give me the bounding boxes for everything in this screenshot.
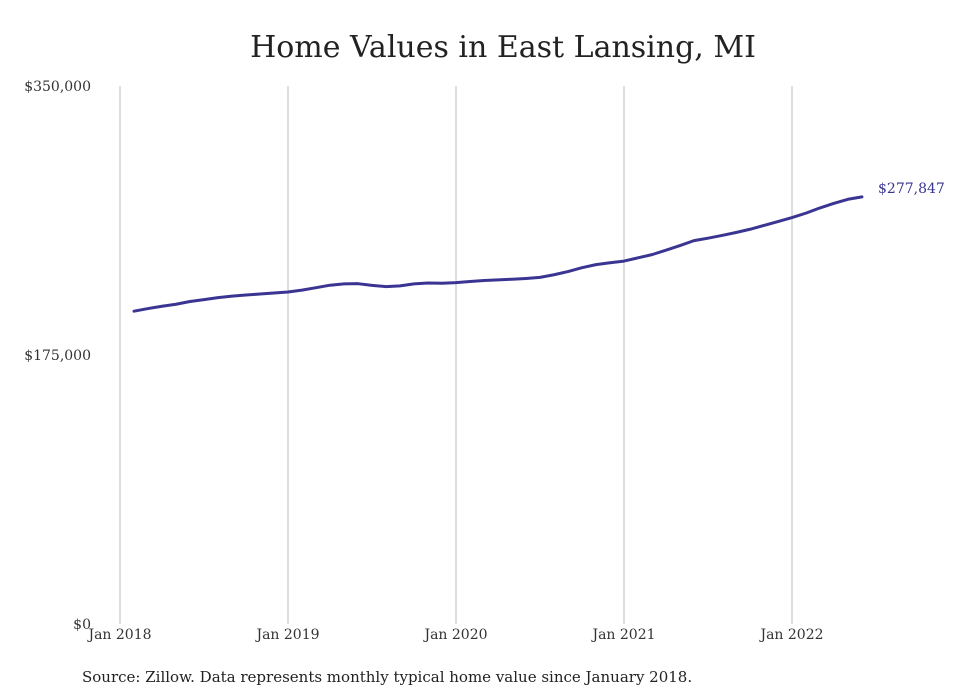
x-tick-label: Jan 2020 — [422, 627, 487, 643]
chart-title: Home Values in East Lansing, MI — [250, 30, 756, 65]
y-tick-label: $0 — [73, 617, 91, 633]
x-tick-label: Jan 2018 — [86, 627, 151, 643]
series-line — [132, 195, 864, 313]
gridlines — [119, 86, 793, 624]
x-axis: Jan 2018 Jan 2019 Jan 2020 Jan 2021 Jan 2022 — [86, 627, 823, 643]
x-tick-label: Jan 2022 — [758, 627, 823, 643]
y-tick-label: $350,000 — [24, 79, 91, 95]
y-tick-label: $175,000 — [24, 348, 91, 364]
x-tick-label: Jan 2019 — [254, 627, 319, 643]
y-axis: $0 $175,000 $350,000 — [24, 79, 91, 633]
x-tick-label: Jan 2021 — [590, 627, 655, 643]
source-note: Source: Zillow. Data represents monthly … — [82, 668, 693, 686]
end-value-label: $277,847 — [878, 181, 945, 197]
series-layer: $277,847 — [132, 181, 945, 313]
